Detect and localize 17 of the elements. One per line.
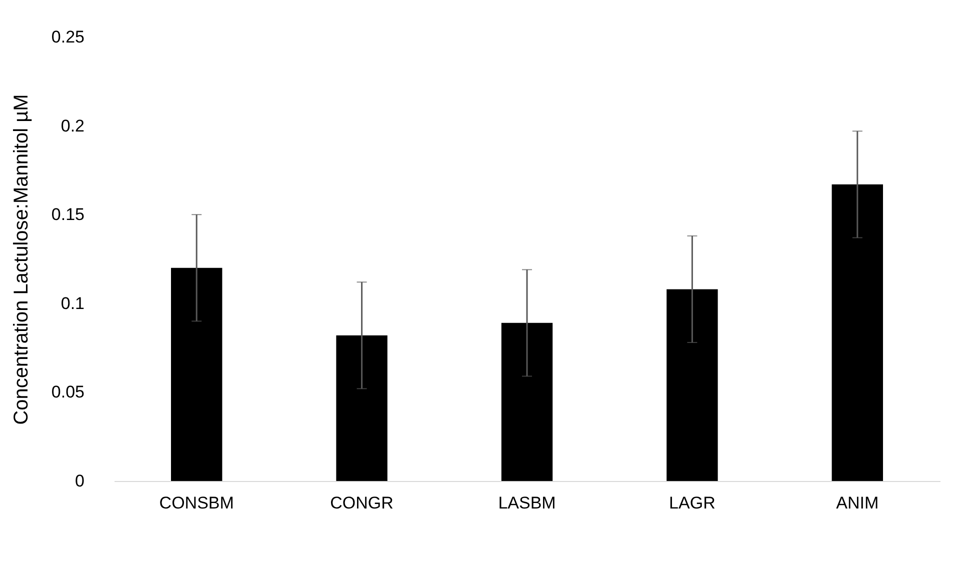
bar	[336, 335, 388, 481]
y-tick-label: 0.1	[60, 294, 84, 313]
x-tick-label: CONGR	[330, 494, 394, 512]
bar	[832, 184, 884, 481]
y-tick-label: 0	[75, 472, 84, 490]
bar	[501, 322, 553, 481]
y-tick-label: 0.2	[60, 116, 84, 136]
bar	[170, 268, 222, 481]
x-tick-label: CONSBM	[159, 494, 234, 512]
x-tick-label: LASBM	[498, 494, 556, 512]
y-tick-label: 0.15	[51, 205, 84, 224]
y-axis-title: Concentration Lactulose:Mannitol µM	[10, 94, 32, 425]
x-tick-label: ANIM	[836, 494, 879, 512]
y-tick-label: 0.05	[51, 382, 84, 402]
x-tick-label: LAGR	[669, 494, 716, 512]
y-tick-label: 0.25	[51, 28, 84, 46]
bar	[666, 289, 718, 481]
